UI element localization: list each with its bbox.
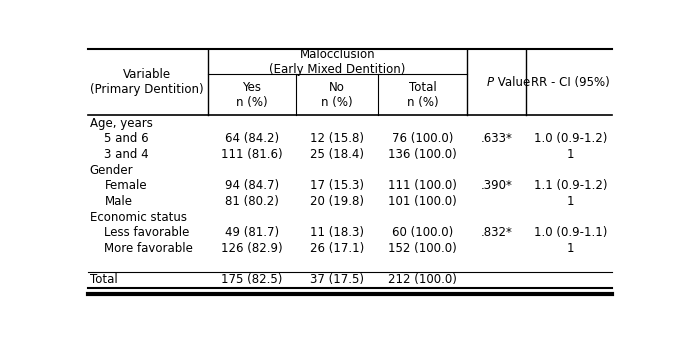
Text: 12 (15.8): 12 (15.8)	[310, 132, 364, 146]
Text: 25 (18.4): 25 (18.4)	[310, 148, 364, 161]
Text: .390*: .390*	[481, 179, 512, 192]
Text: 64 (84.2): 64 (84.2)	[225, 132, 279, 146]
Text: 1.0 (0.9-1.2): 1.0 (0.9-1.2)	[534, 132, 607, 146]
Text: 17 (15.3): 17 (15.3)	[310, 179, 364, 192]
Text: Female: Female	[104, 179, 147, 192]
Text: Less favorable: Less favorable	[104, 226, 190, 239]
Text: Malocclusion
(Early Mixed Dentition): Malocclusion (Early Mixed Dentition)	[269, 48, 406, 76]
Text: 81 (80.2): 81 (80.2)	[225, 195, 279, 208]
Text: 1: 1	[567, 148, 574, 161]
Text: 11 (18.3): 11 (18.3)	[310, 226, 364, 239]
Text: 1: 1	[567, 195, 574, 208]
Text: No
n (%): No n (%)	[322, 81, 353, 109]
Text: 111 (81.6): 111 (81.6)	[221, 148, 283, 161]
Text: 1: 1	[567, 242, 574, 255]
Text: 5 and 6: 5 and 6	[104, 132, 149, 146]
Text: 212 (100.0): 212 (100.0)	[388, 273, 457, 286]
Text: 152 (100.0): 152 (100.0)	[388, 242, 457, 255]
Text: 26 (17.1): 26 (17.1)	[310, 242, 364, 255]
Text: Variable
(Primary Dentition): Variable (Primary Dentition)	[89, 68, 204, 96]
Text: 136 (100.0): 136 (100.0)	[388, 148, 457, 161]
Text: .633*: .633*	[481, 132, 512, 146]
Text: 1.0 (0.9-1.1): 1.0 (0.9-1.1)	[534, 226, 607, 239]
Text: 175 (82.5): 175 (82.5)	[221, 273, 283, 286]
Text: 94 (84.7): 94 (84.7)	[225, 179, 279, 192]
Text: Yes
n (%): Yes n (%)	[236, 81, 268, 109]
Text: More favorable: More favorable	[104, 242, 193, 255]
Text: Male: Male	[104, 195, 133, 208]
Text: 1.1 (0.9-1.2): 1.1 (0.9-1.2)	[534, 179, 607, 192]
Text: 37 (17.5): 37 (17.5)	[310, 273, 364, 286]
Text: P: P	[487, 76, 494, 89]
Text: Total: Total	[89, 273, 117, 286]
Text: RR - CI (95%): RR - CI (95%)	[531, 76, 610, 89]
Text: 49 (81.7): 49 (81.7)	[225, 226, 279, 239]
Text: Gender: Gender	[89, 164, 133, 177]
Text: Total
n (%): Total n (%)	[407, 81, 438, 109]
Text: Value: Value	[494, 76, 530, 89]
Text: 76 (100.0): 76 (100.0)	[392, 132, 454, 146]
Text: 111 (100.0): 111 (100.0)	[388, 179, 457, 192]
Text: 126 (82.9): 126 (82.9)	[221, 242, 283, 255]
Text: 60 (100.0): 60 (100.0)	[392, 226, 454, 239]
Text: Age, years: Age, years	[89, 117, 152, 130]
Text: 20 (19.8): 20 (19.8)	[310, 195, 364, 208]
Text: Economic status: Economic status	[89, 211, 186, 224]
Text: .832*: .832*	[481, 226, 512, 239]
Text: 101 (100.0): 101 (100.0)	[388, 195, 457, 208]
Text: 3 and 4: 3 and 4	[104, 148, 149, 161]
